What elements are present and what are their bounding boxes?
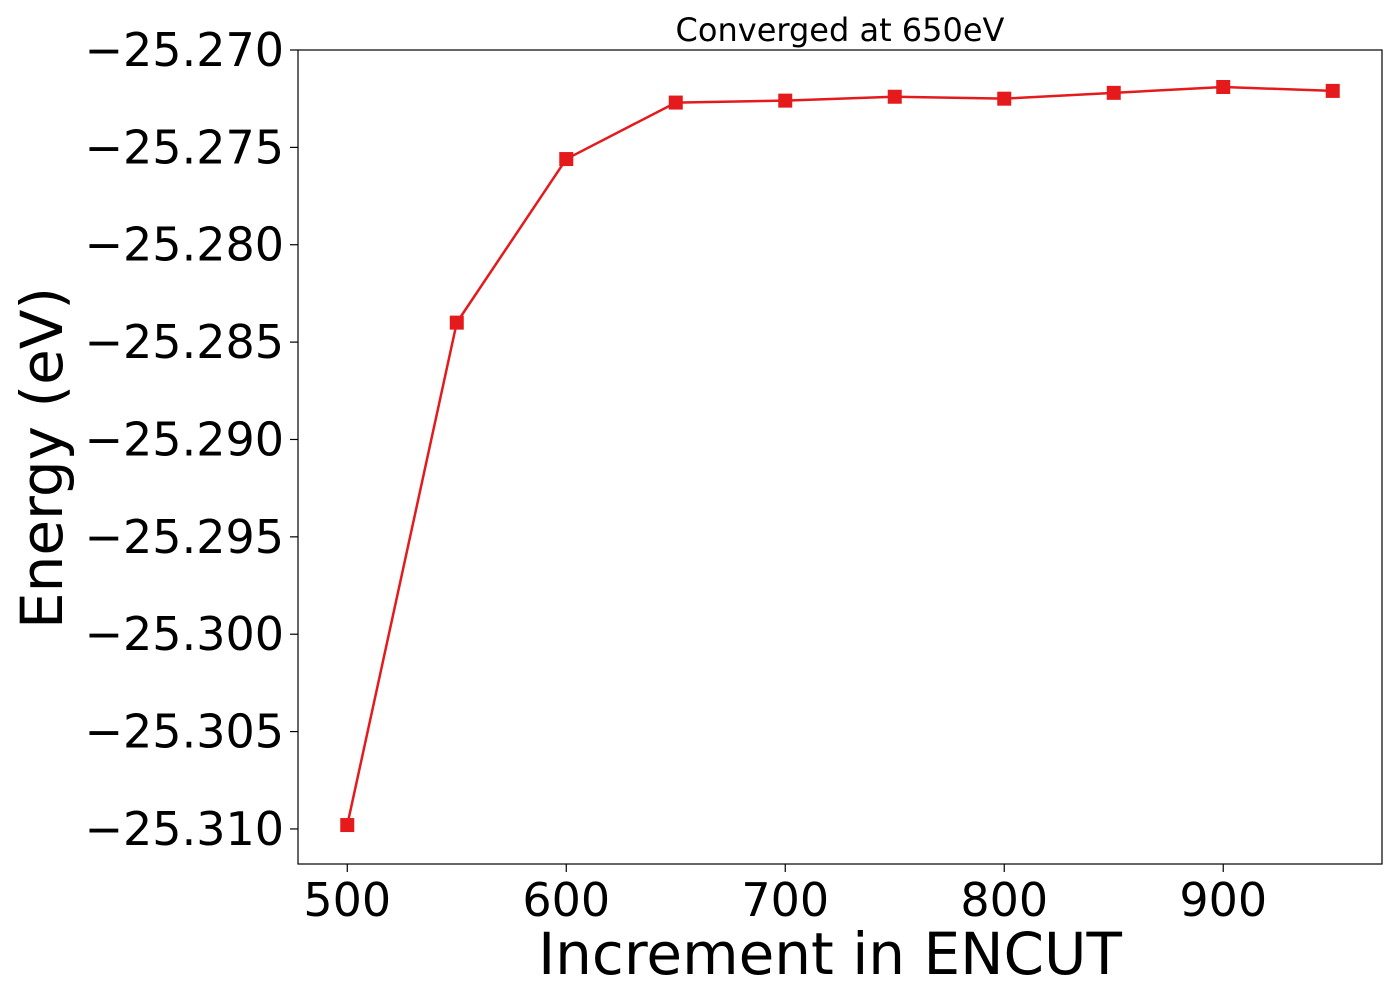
data-point bbox=[449, 315, 464, 330]
y-axis-ticks: −25.270 −25.275 −25.280 −25.285 −25.290 −25.2… bbox=[85, 23, 298, 856]
x-tick-label: 900 bbox=[1179, 873, 1267, 927]
plot-frame bbox=[297, 49, 1383, 865]
y-tick-label: −25.295 bbox=[85, 510, 285, 564]
data-point bbox=[887, 89, 902, 104]
y-axis-title: Energy (eV) bbox=[8, 287, 76, 629]
data-point bbox=[778, 93, 793, 108]
x-axis-ticks: 500 600 700 800 900 bbox=[303, 864, 1267, 927]
plot-area bbox=[298, 50, 1382, 864]
data-point bbox=[559, 152, 574, 167]
data-point bbox=[1106, 85, 1121, 100]
y-tick-label: −25.270 bbox=[85, 23, 285, 77]
y-tick-label: −25.285 bbox=[85, 315, 285, 369]
data-point bbox=[668, 95, 683, 110]
chart-title: Converged at 650eV bbox=[676, 11, 1005, 49]
x-axis-title: Increment in ENCUT bbox=[538, 920, 1122, 988]
y-tick-label: −25.290 bbox=[85, 412, 285, 466]
y-tick-label: −25.300 bbox=[85, 607, 285, 661]
x-tick-label: 700 bbox=[741, 873, 829, 927]
data-point bbox=[1325, 83, 1340, 98]
data-point bbox=[1216, 80, 1231, 94]
x-tick-label: 800 bbox=[960, 873, 1048, 927]
series-layer bbox=[340, 80, 1340, 833]
series-line bbox=[346, 85, 1333, 826]
y-tick-label: −25.305 bbox=[85, 705, 285, 759]
x-tick-label: 600 bbox=[522, 873, 610, 927]
y-tick-label: −25.275 bbox=[85, 120, 285, 174]
data-point bbox=[340, 818, 355, 833]
x-tick-label: 500 bbox=[303, 873, 391, 927]
y-tick-label: −25.310 bbox=[85, 802, 285, 856]
data-point bbox=[997, 91, 1012, 106]
y-tick-label: −25.280 bbox=[85, 218, 285, 272]
